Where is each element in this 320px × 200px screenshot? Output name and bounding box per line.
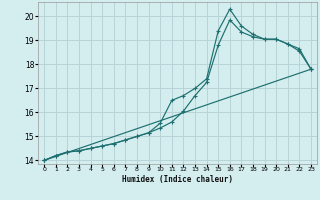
X-axis label: Humidex (Indice chaleur): Humidex (Indice chaleur) bbox=[122, 175, 233, 184]
